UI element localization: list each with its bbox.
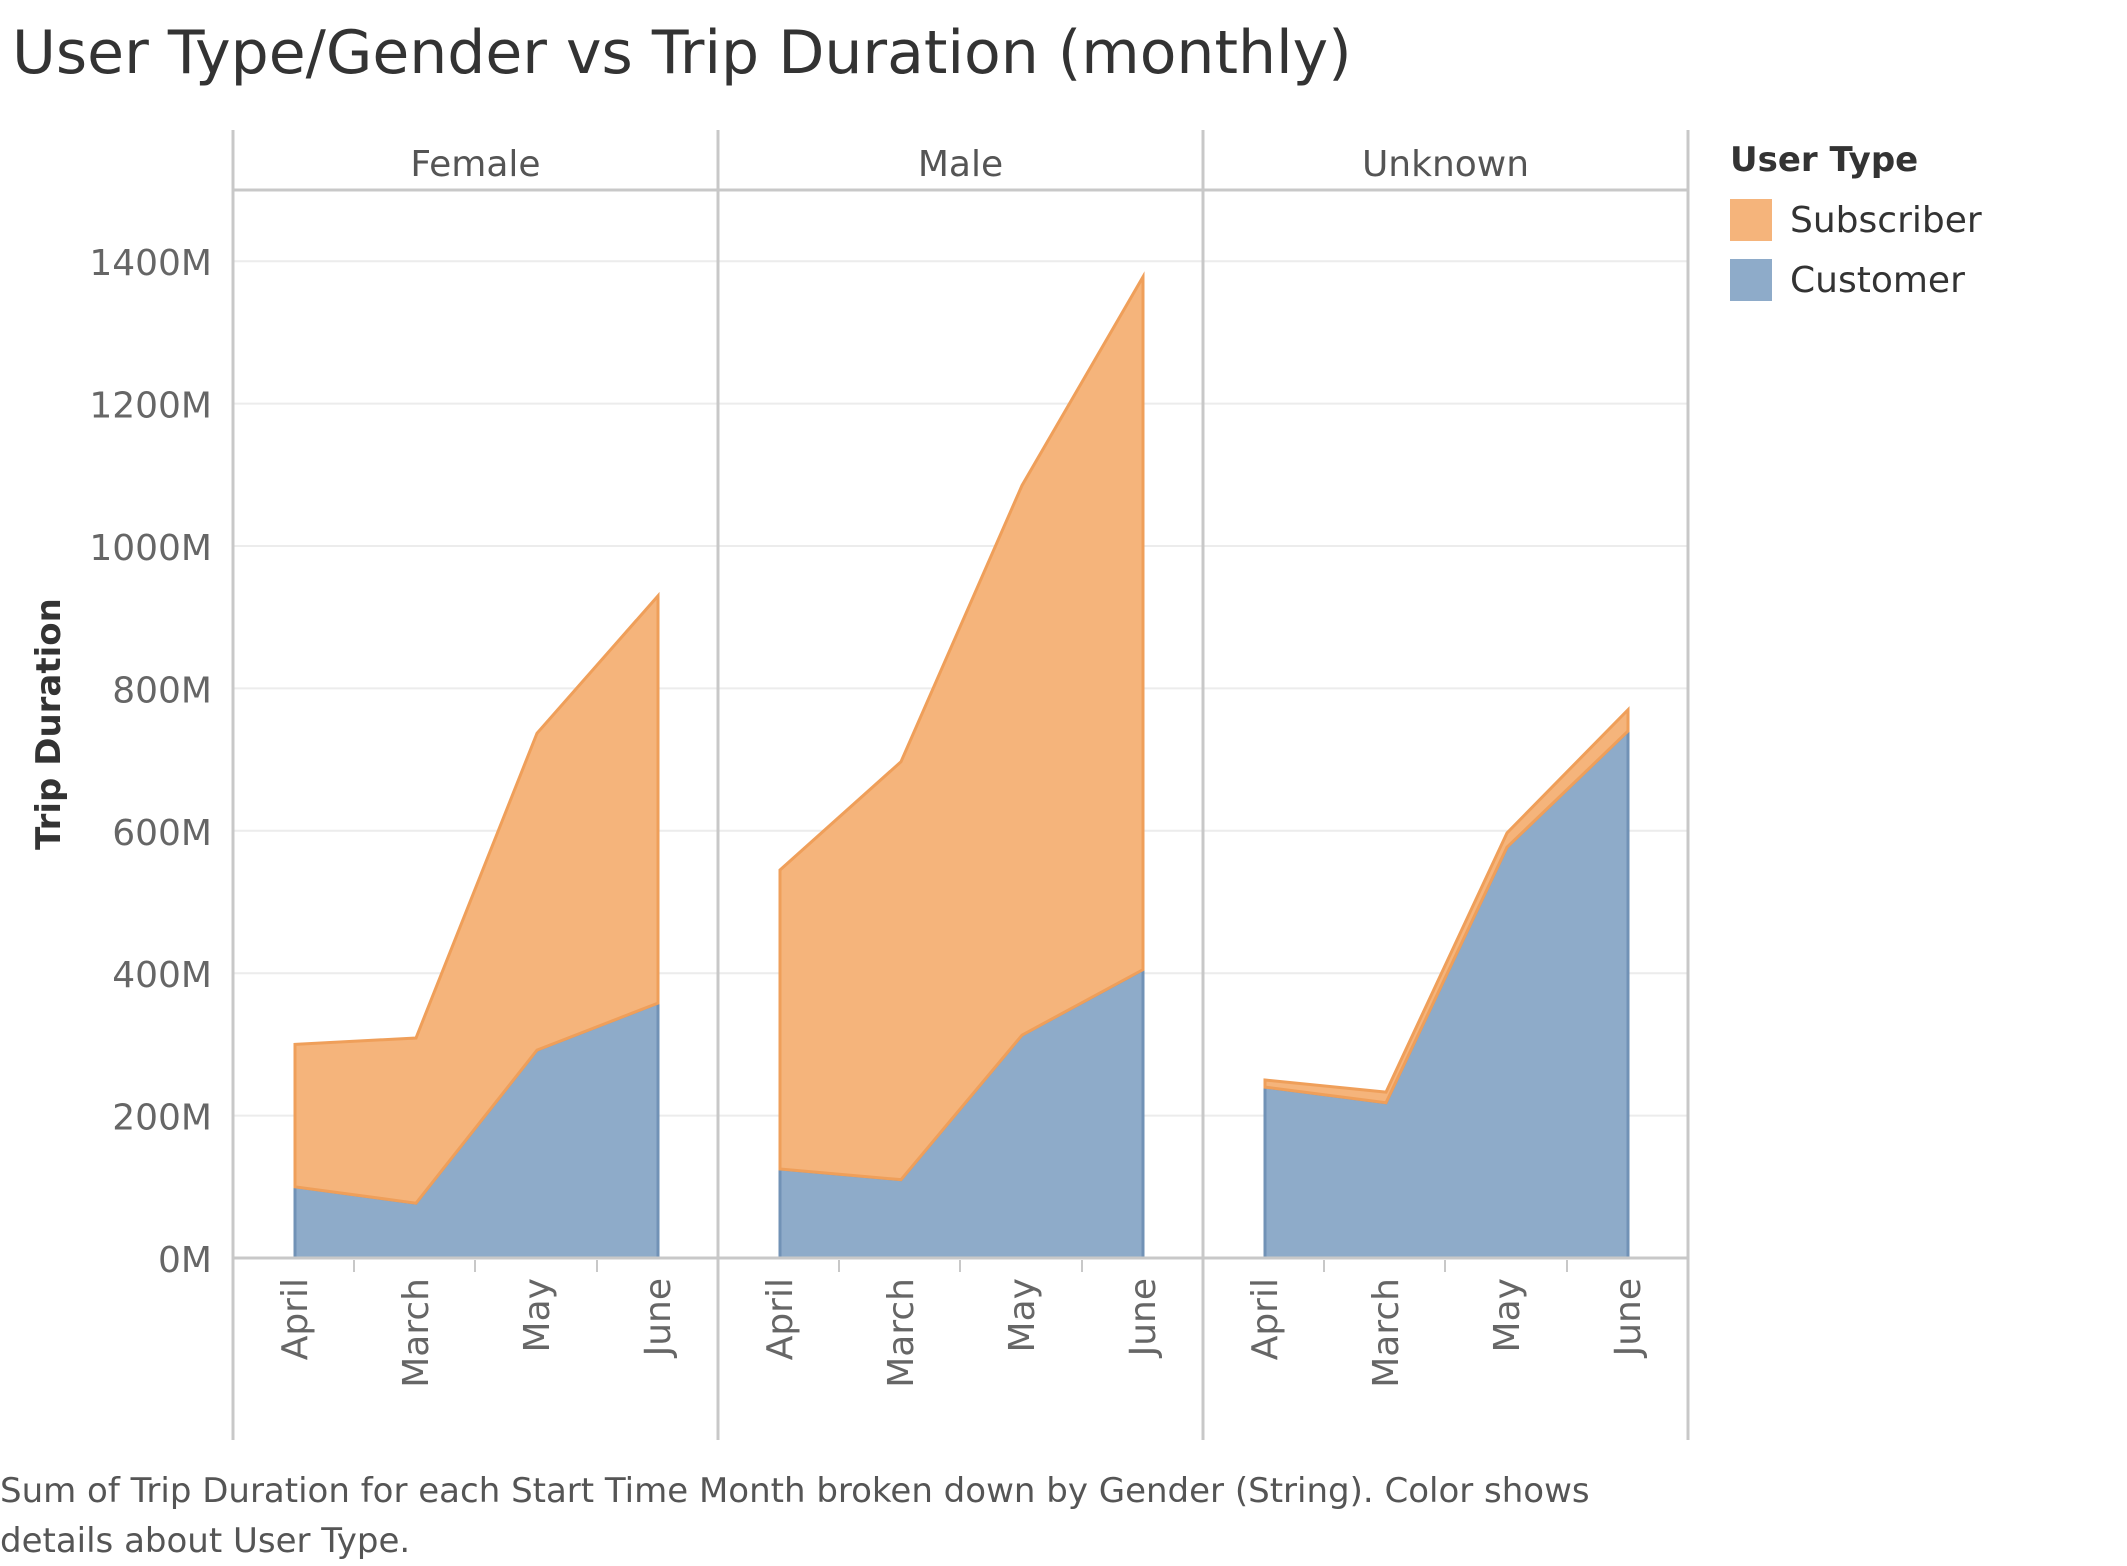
x-label-male-march: March (881, 1278, 922, 1388)
x-label-unknown-march: March (1366, 1278, 1407, 1388)
area-subscriber-female (293, 591, 660, 1205)
y-tick-label-1: 200M (112, 1098, 212, 1139)
y-tick-label-6: 1200M (89, 386, 212, 427)
area-customer-unknown (1263, 727, 1630, 1260)
x-label-male-june: June (1123, 1278, 1164, 1358)
legend-item-customer[interactable]: Customer (1730, 250, 1982, 310)
legend-swatch-customer (1730, 259, 1772, 301)
x-label-male-april: April (760, 1278, 801, 1360)
area-subscriber-male (778, 271, 1145, 1182)
y-axis-title: Trip Duration (29, 598, 69, 850)
legend-item-subscriber[interactable]: Subscriber (1730, 190, 1982, 250)
legend-label-customer: Customer (1790, 259, 1965, 301)
legend-title: User Type (1730, 140, 1919, 180)
y-tick-label-2: 400M (112, 955, 212, 996)
chart-title: User Type/Gender vs Trip Duration (month… (12, 18, 1352, 88)
x-label-male-may: May (1002, 1278, 1043, 1352)
legend: User Type Subscriber Customer (1730, 140, 1982, 310)
y-tick-label-5: 1000M (89, 528, 212, 569)
x-label-unknown-june: June (1608, 1278, 1649, 1358)
chart-plot: 0M 200M 400M 600M 800M 1000M 1200M 1400M Trip Du… (29, 130, 1690, 1440)
panel-header-unknown: Unknown (1362, 144, 1529, 185)
legend-swatch-subscriber (1730, 199, 1772, 241)
y-tick-label-7: 1400M (89, 243, 212, 284)
panel-header-female: Female (410, 144, 540, 185)
x-label-unknown-may: May (1487, 1278, 1528, 1352)
x-label-unknown-april: April (1245, 1278, 1286, 1360)
area-subscriber-unknown (1263, 706, 1630, 1105)
x-label-female-june: June (638, 1278, 679, 1358)
x-label-female-april: April (275, 1278, 316, 1360)
chart-caption: Sum of Trip Duration for each Start Time… (0, 1471, 1590, 1561)
y-tick-label-0: 0M (158, 1240, 212, 1281)
y-tick-label-4: 800M (112, 670, 212, 711)
legend-label-subscriber: Subscriber (1790, 199, 1982, 241)
y-tick-label-3: 600M (112, 813, 212, 854)
panel-header-male: Male (918, 144, 1003, 185)
x-label-female-may: May (517, 1278, 558, 1352)
x-label-female-march: March (396, 1278, 437, 1388)
